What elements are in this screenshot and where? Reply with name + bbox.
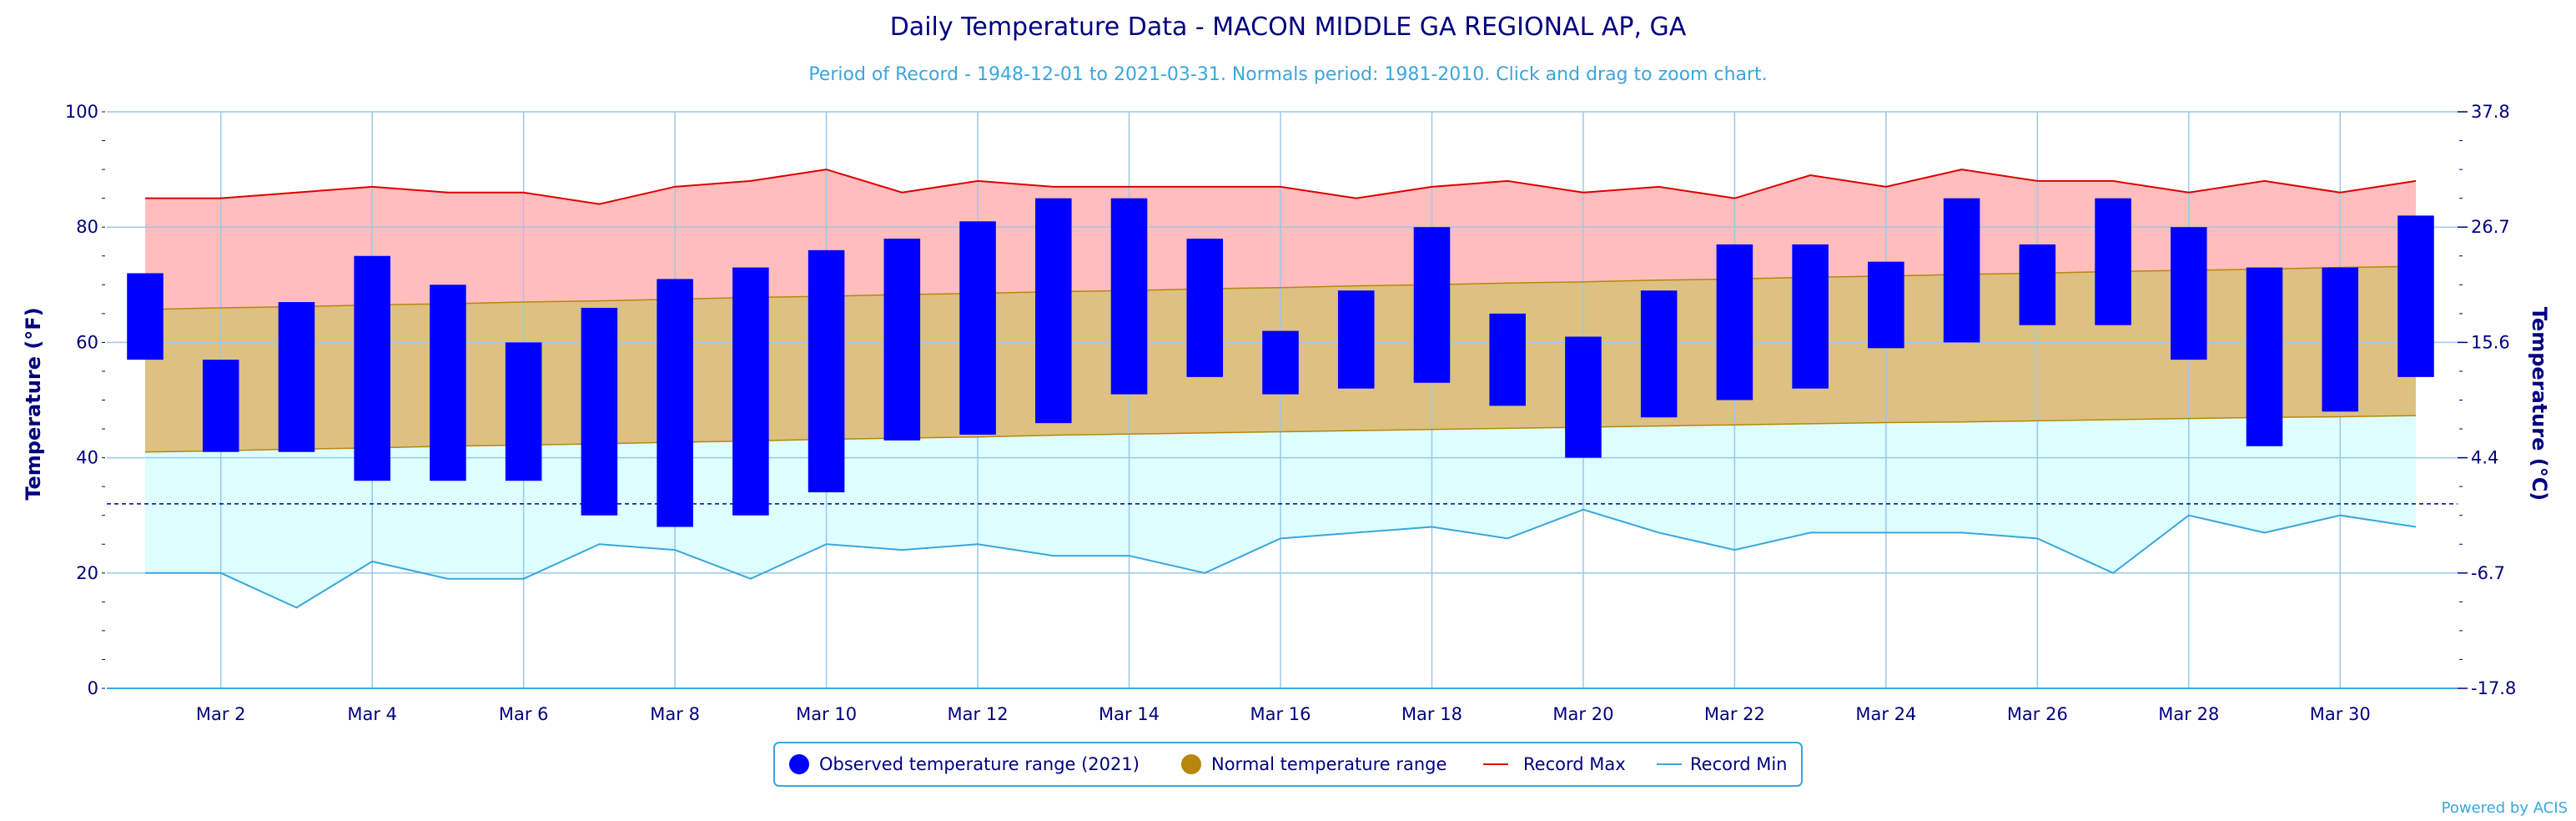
observed-bar[interactable] <box>1868 261 1904 349</box>
x-tick-label: Mar 22 <box>1704 704 1765 724</box>
y2-tick-label: -17.8 <box>2471 678 2516 698</box>
observed-bar[interactable] <box>808 249 845 493</box>
legend-label-observed: Observed temperature range (2021) <box>819 754 1140 774</box>
legend-item-record-min[interactable]: Record Min <box>1657 754 1788 774</box>
observed-bar[interactable] <box>1110 198 1148 395</box>
legend-marker-normal <box>1181 754 1201 774</box>
x-tick-label: Mar 12 <box>948 704 1009 724</box>
observed-bar[interactable] <box>1413 227 1451 383</box>
y2-tick-label: 26.7 <box>2471 217 2510 237</box>
observed-bar[interactable] <box>1186 239 1224 377</box>
observed-bar[interactable] <box>732 267 769 516</box>
legend-box <box>773 742 1803 787</box>
observed-bar[interactable] <box>2019 244 2056 325</box>
observed-bar[interactable] <box>1489 313 1526 406</box>
y-axis-title: Temperature (°F) <box>22 307 45 500</box>
observed-bar[interactable] <box>278 302 315 452</box>
observed-bar[interactable] <box>1035 198 1072 424</box>
x-tick-label: Mar 18 <box>1401 704 1462 724</box>
observed-bar[interactable] <box>1565 336 1602 458</box>
y-tick-label: 40 <box>76 448 98 468</box>
observed-bar[interactable] <box>1337 290 1375 389</box>
observed-bar[interactable] <box>657 279 693 527</box>
observed-bar[interactable] <box>505 342 542 481</box>
x-tick-label: Mar 2 <box>196 704 246 724</box>
legend-item-normal[interactable]: Normal temperature range <box>1181 754 1446 774</box>
x-tick-label: Mar 8 <box>650 704 700 724</box>
y2-tick-label: -6.7 <box>2471 563 2505 583</box>
legend-label-normal: Normal temperature range <box>1211 754 1446 774</box>
x-tick-label: Mar 30 <box>2310 704 2371 724</box>
y-tick-label: 100 <box>65 102 98 122</box>
x-tick-label: Mar 6 <box>499 704 549 724</box>
x-tick-label: Mar 4 <box>347 704 397 724</box>
x-tick-label: Mar 20 <box>1552 704 1613 724</box>
x-tick-label: Mar 10 <box>796 704 857 724</box>
observed-bar[interactable] <box>1262 330 1299 395</box>
legend-item-observed[interactable]: Observed temperature range (2021) <box>789 754 1140 774</box>
chart-subtitle: Period of Record - 1948-12-01 to 2021-03… <box>808 64 1767 85</box>
y2-tick-label: 4.4 <box>2471 448 2498 468</box>
y-tick-label: 60 <box>76 332 98 352</box>
observed-bar[interactable] <box>1640 290 1678 418</box>
y-tick-label: 80 <box>76 217 98 237</box>
observed-bar[interactable] <box>581 307 618 516</box>
x-tick-label: Mar 24 <box>1855 704 1916 724</box>
observed-bar[interactable] <box>2397 215 2434 377</box>
y2-tick-label: 15.6 <box>2471 332 2510 352</box>
record-max-line <box>145 169 2417 205</box>
legend-item-record-max[interactable]: Record Max <box>1483 754 1626 774</box>
credits-link[interactable]: Powered by ACIS <box>2442 799 2568 817</box>
observed-bars[interactable] <box>127 198 2434 527</box>
observed-bar[interactable] <box>1792 244 1829 389</box>
legend-label-record-min: Record Min <box>1690 754 1788 774</box>
observed-bar[interactable] <box>2246 267 2283 446</box>
observed-bar[interactable] <box>354 255 390 481</box>
observed-bar[interactable] <box>2322 267 2359 412</box>
observed-bar[interactable] <box>2171 227 2207 360</box>
observed-bar[interactable] <box>1943 198 1980 343</box>
x-tick-label: Mar 16 <box>1250 704 1311 724</box>
legend-marker-observed <box>789 754 809 774</box>
y-tick-label: 0 <box>88 678 98 698</box>
x-tick-label: Mar 14 <box>1099 704 1160 724</box>
y-tick-label: 20 <box>76 563 98 583</box>
axes: 0 20 40 60 80 100 -17.8 -6.7 4.4 15.6 26.7 37.8 Mar … <box>65 102 2516 724</box>
y2-tick-label: 37.8 <box>2471 102 2510 122</box>
chart-title: Daily Temperature Data - MACON MIDDLE GA… <box>890 13 1687 42</box>
x-tick-label: Mar 26 <box>2007 704 2068 724</box>
x-tick-label: Mar 28 <box>2158 704 2219 724</box>
observed-bar[interactable] <box>202 360 239 452</box>
observed-bar[interactable] <box>1716 244 1753 400</box>
record-min-line <box>145 508 2417 609</box>
legend-label-record-max: Record Max <box>1523 754 1626 774</box>
y2-axis-title: Temperature (°C) <box>2528 307 2551 501</box>
observed-bar[interactable] <box>883 239 921 441</box>
observed-bar[interactable] <box>959 221 996 435</box>
observed-bar[interactable] <box>430 285 466 481</box>
observed-bar[interactable] <box>127 273 164 360</box>
legend: Observed temperature range (2021) Normal… <box>773 742 1803 787</box>
observed-bar[interactable] <box>2095 198 2131 325</box>
